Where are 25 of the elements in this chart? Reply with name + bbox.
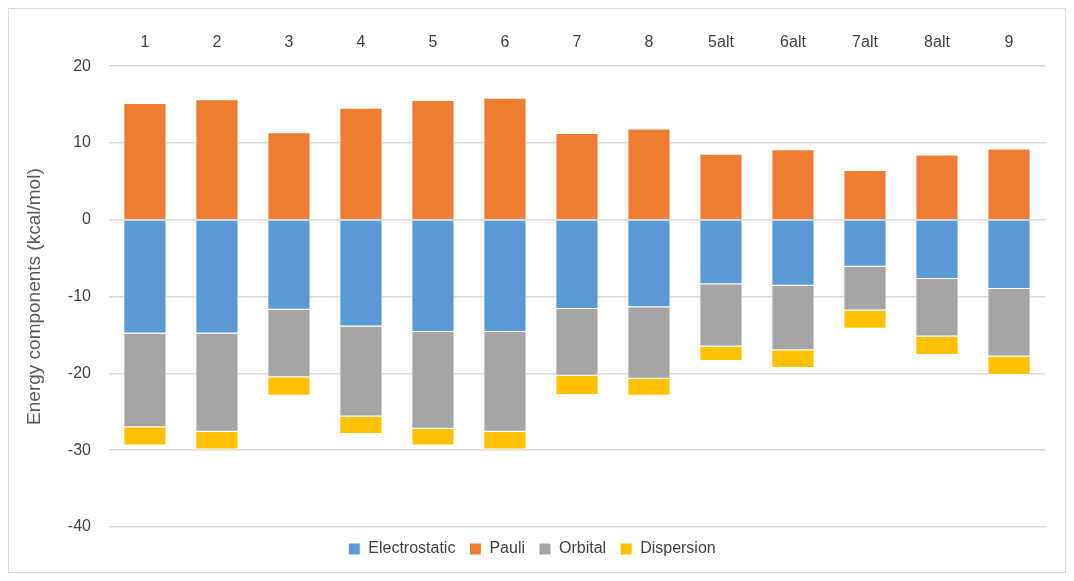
legend-label: Pauli xyxy=(489,539,525,557)
legend-label: Dispersion xyxy=(640,539,716,557)
y-tick-label: 10 xyxy=(73,133,92,151)
x-tick-label: 9 xyxy=(1004,33,1014,51)
x-tick-label: 7 xyxy=(572,33,582,51)
x-tick-label: 1 xyxy=(140,33,150,51)
x-tick-label: 5 xyxy=(428,33,438,51)
y-tick-label: -20 xyxy=(67,363,92,381)
x-tick-label: 7alt xyxy=(852,33,879,51)
y-tick-label: 20 xyxy=(73,56,92,74)
x-tick-label: 5alt xyxy=(708,33,735,51)
y-axis-title: Energy components (kcal/mol) xyxy=(22,168,44,425)
x-tick-label: 3 xyxy=(284,33,294,51)
y-tick-label: -40 xyxy=(67,517,92,535)
x-tick-label: 4 xyxy=(356,33,366,51)
x-tick-label: 6 xyxy=(500,33,510,51)
y-tick-label: 0 xyxy=(82,210,92,228)
x-tick-label: 2 xyxy=(212,33,222,51)
legend-label: Electrostatic xyxy=(368,539,456,557)
x-tick-label: 8 xyxy=(644,33,654,51)
x-tick-label: 6alt xyxy=(780,33,807,51)
y-tick-label: -10 xyxy=(67,287,92,305)
y-tick-label: -30 xyxy=(67,440,92,458)
legend-label: Orbital xyxy=(559,539,607,557)
x-tick-label: 8alt xyxy=(924,33,951,51)
